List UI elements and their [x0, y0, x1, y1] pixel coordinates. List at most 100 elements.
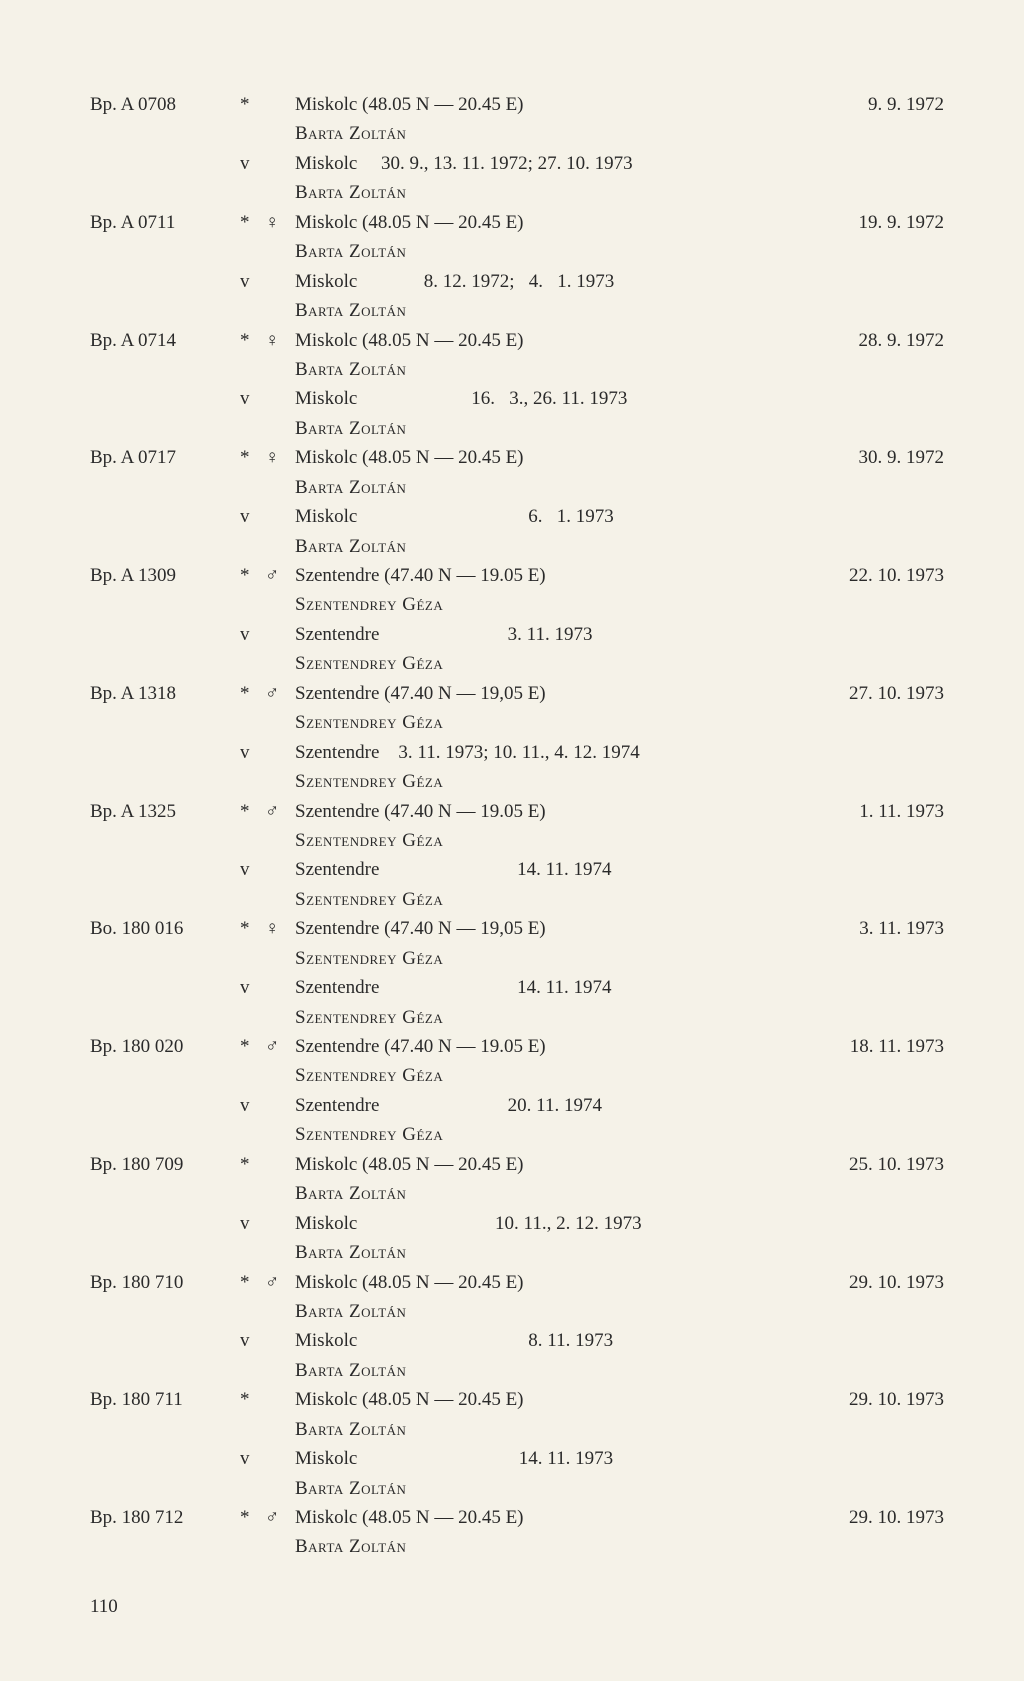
record-detail: Szentendre (47.40 N — 19.05 E)18. 11. 19… [295, 1032, 944, 1061]
author-name: Barta Zoltán [295, 1356, 944, 1385]
record-detail: Miskolc 8. 12. 1972; 4. 1. 1973 [295, 267, 944, 296]
record-mark: * [240, 1032, 265, 1061]
author-line: Barta Zoltán [90, 1532, 944, 1561]
author-name: Barta Zoltán [295, 119, 944, 148]
record-date: 29. 10. 1973 [829, 1268, 944, 1297]
author-line: Barta Zoltán [90, 178, 944, 207]
author-line: Szentendrey Géza [90, 590, 944, 619]
author-line: Szentendrey Géza [90, 649, 944, 678]
record-detail: Szentendre 20. 11. 1974 [295, 1091, 944, 1120]
record-entry: Bp. A 0717*♀Miskolc (48.05 N — 20.45 E)3… [90, 443, 944, 472]
record-entry: v Miskolc 6. 1. 1973 [90, 502, 944, 531]
record-id [90, 149, 240, 178]
author-line: Barta Zoltán [90, 1238, 944, 1267]
record-detail: Miskolc (48.05 N — 20.45 E)19. 9. 1972 [295, 208, 944, 237]
sex-symbol: ♀ [265, 326, 295, 355]
location-text: Miskolc 6. 1. 1973 [295, 502, 944, 531]
record-detail: Szentendre 14. 11. 1974 [295, 973, 944, 1002]
author-name: Barta Zoltán [295, 414, 944, 443]
author-line: Barta Zoltán [90, 237, 944, 266]
record-id: Bp. 180 711 [90, 1385, 240, 1414]
author-name: Barta Zoltán [295, 296, 944, 325]
record-date: 9. 9. 1972 [848, 90, 944, 119]
record-date: 28. 9. 1972 [839, 326, 945, 355]
record-entry: Bp. 180 712*♂Miskolc (48.05 N — 20.45 E)… [90, 1503, 944, 1532]
sex-symbol [265, 1385, 295, 1414]
sex-symbol: ♀ [265, 208, 295, 237]
record-date: 22. 10. 1973 [829, 561, 944, 590]
record-entry: Bp. A 0708*Miskolc (48.05 N — 20.45 E)9.… [90, 90, 944, 119]
author-name: Szentendrey Géza [295, 1061, 944, 1090]
author-name: Barta Zoltán [295, 532, 944, 561]
record-id [90, 973, 240, 1002]
author-line: Barta Zoltán [90, 473, 944, 502]
record-entry: Bp. A 1318*♂Szentendre (47.40 N — 19,05 … [90, 679, 944, 708]
record-id [90, 738, 240, 767]
record-id: Bp. 180 709 [90, 1150, 240, 1179]
record-entry: vSzentendre 14. 11. 1974 [90, 973, 944, 1002]
location-text: Miskolc 8. 11. 1973 [295, 1326, 944, 1355]
record-mark: * [240, 208, 265, 237]
author-line: Barta Zoltán [90, 1415, 944, 1444]
location-text: Miskolc (48.05 N — 20.45 E) [295, 208, 839, 237]
location-text: Szentendre (47.40 N — 19.05 E) [295, 1032, 830, 1061]
record-list: Bp. A 0708*Miskolc (48.05 N — 20.45 E)9.… [90, 90, 944, 1562]
record-date: 29. 10. 1973 [829, 1385, 944, 1414]
sex-symbol: ♂ [265, 1503, 295, 1532]
record-id [90, 1209, 240, 1238]
author-name: Barta Zoltán [295, 1532, 944, 1561]
record-id [90, 1444, 240, 1473]
record-entry: Bp. A 1309*♂Szentendre (47.40 N — 19.05 … [90, 561, 944, 590]
record-date: 27. 10. 1973 [829, 679, 944, 708]
sex-symbol [265, 1150, 295, 1179]
record-id: Bp. A 1318 [90, 679, 240, 708]
record-id [90, 620, 240, 649]
author-line: Szentendrey Géza [90, 885, 944, 914]
location-text: Miskolc (48.05 N — 20.45 E) [295, 1150, 829, 1179]
location-text: Miskolc (48.05 N — 20.45 E) [295, 90, 848, 119]
record-mark: * [240, 914, 265, 943]
record-id: Bp. A 0708 [90, 90, 240, 119]
record-id: Bp. A 0714 [90, 326, 240, 355]
author-name: Szentendrey Géza [295, 944, 944, 973]
sex-symbol [265, 384, 295, 413]
author-line: Barta Zoltán [90, 1297, 944, 1326]
sex-symbol [265, 620, 295, 649]
author-line: Szentendrey Géza [90, 944, 944, 973]
record-entry: vMiskolc 16. 3., 26. 11. 1973 [90, 384, 944, 413]
record-entry: vMiskolc 8. 12. 1972; 4. 1. 1973 [90, 267, 944, 296]
record-date: 3. 11. 1973 [839, 914, 944, 943]
record-id: Bp. A 0717 [90, 443, 240, 472]
sex-symbol: ♂ [265, 561, 295, 590]
record-mark: * [240, 1150, 265, 1179]
record-detail: Miskolc (48.05 N — 20.45 E)29. 10. 1973 [295, 1268, 944, 1297]
location-text: Miskolc 16. 3., 26. 11. 1973 [295, 384, 944, 413]
record-detail: Miskolc (48.05 N — 20.45 E)28. 9. 1972 [295, 326, 944, 355]
record-entry: Bp. 180 710*♂Miskolc (48.05 N — 20.45 E)… [90, 1268, 944, 1297]
record-mark: * [240, 561, 265, 590]
record-id [90, 855, 240, 884]
author-name: Szentendrey Géza [295, 826, 944, 855]
record-detail: Miskolc 16. 3., 26. 11. 1973 [295, 384, 944, 413]
record-detail: Miskolc 8. 11. 1973 [295, 1326, 944, 1355]
location-text: Szentendre (47.40 N — 19.05 E) [295, 797, 839, 826]
record-id: Bp. A 1325 [90, 797, 240, 826]
author-name: Barta Zoltán [295, 1474, 944, 1503]
record-detail: Szentendre 14. 11. 1974 [295, 855, 944, 884]
record-date: 19. 9. 1972 [839, 208, 945, 237]
author-name: Barta Zoltán [295, 178, 944, 207]
record-entry: vMiskolc 30. 9., 13. 11. 1972; 27. 10. 1… [90, 149, 944, 178]
record-detail: Miskolc (48.05 N — 20.45 E)25. 10. 1973 [295, 1150, 944, 1179]
author-line: Szentendrey Géza [90, 1120, 944, 1149]
location-text: Szentendre (47.40 N — 19.05 E) [295, 561, 829, 590]
record-id [90, 267, 240, 296]
record-mark: * [240, 1385, 265, 1414]
record-date: 1. 11. 1973 [839, 797, 944, 826]
sex-symbol [265, 149, 295, 178]
author-line: Barta Zoltán [90, 532, 944, 561]
record-id [90, 502, 240, 531]
record-date: 18. 11. 1973 [830, 1032, 944, 1061]
record-mark: v [240, 502, 265, 531]
author-line: Barta Zoltán [90, 1179, 944, 1208]
page-number: 110 [90, 1592, 944, 1621]
